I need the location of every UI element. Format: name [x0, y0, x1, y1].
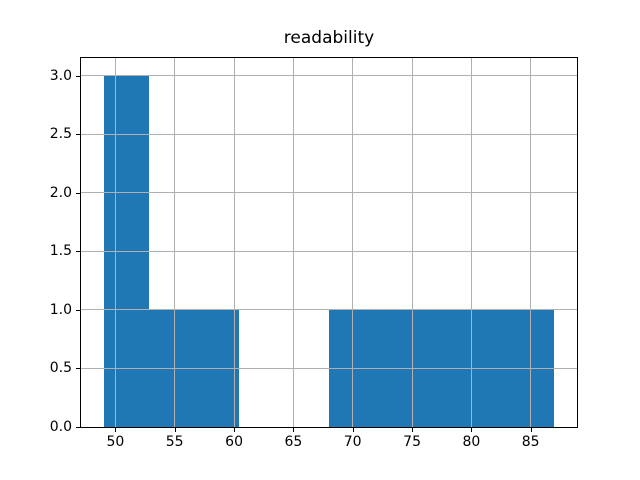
y-tick-label: 1.0	[49, 301, 72, 318]
x-tick-mark	[530, 428, 532, 432]
chart-title: readability	[283, 28, 375, 48]
gridline-vertical	[352, 58, 354, 427]
x-tick-label: 65	[284, 434, 303, 450]
y-tick-label: 2.5	[49, 126, 72, 143]
y-tick-mark	[76, 134, 80, 136]
x-tick-mark	[412, 428, 414, 432]
y-tick-mark	[76, 427, 80, 428]
x-tick-label: 60	[225, 434, 243, 450]
y-tick-mark	[76, 75, 80, 77]
x-tick-mark	[352, 428, 354, 432]
y-tick-label: 1.5	[49, 243, 72, 260]
y-tick-mark	[76, 192, 80, 194]
x-tick-label: 80	[462, 434, 481, 450]
y-tick-mark	[76, 309, 80, 311]
x-tick-label: 55	[165, 434, 184, 450]
gridline-vertical	[233, 58, 235, 427]
gridline-horizontal	[81, 192, 577, 194]
gridline-vertical	[530, 58, 532, 427]
x-tick-label: 75	[403, 434, 421, 450]
gridline-horizontal	[81, 75, 577, 77]
gridline-horizontal	[81, 250, 577, 252]
x-tick-label: 70	[343, 434, 362, 450]
gridline-horizontal	[81, 309, 577, 311]
plot-area	[80, 57, 578, 428]
y-tick-label: 2.0	[49, 184, 72, 201]
gridline-vertical	[174, 58, 176, 427]
x-tick-label: 50	[106, 434, 125, 450]
x-tick-mark	[174, 428, 176, 432]
y-tick-mark	[76, 368, 80, 370]
gridline-horizontal	[81, 367, 577, 369]
gridline-vertical	[470, 58, 472, 427]
x-tick-mark	[471, 428, 473, 432]
y-tick-label: 3.0	[49, 67, 72, 84]
gridline-vertical	[292, 58, 294, 427]
x-tick-mark	[234, 428, 236, 432]
gridline-horizontal	[81, 133, 577, 135]
x-tick-label: 85	[521, 434, 540, 450]
y-tick-label: 0.5	[49, 360, 72, 377]
gridline-vertical	[114, 58, 116, 427]
gridline-vertical	[411, 58, 413, 427]
gridline-horizontal	[81, 426, 577, 427]
x-tick-mark	[293, 428, 295, 432]
y-tick-mark	[76, 251, 80, 253]
y-tick-label: 0.0	[49, 419, 72, 435]
x-tick-mark	[115, 428, 117, 432]
